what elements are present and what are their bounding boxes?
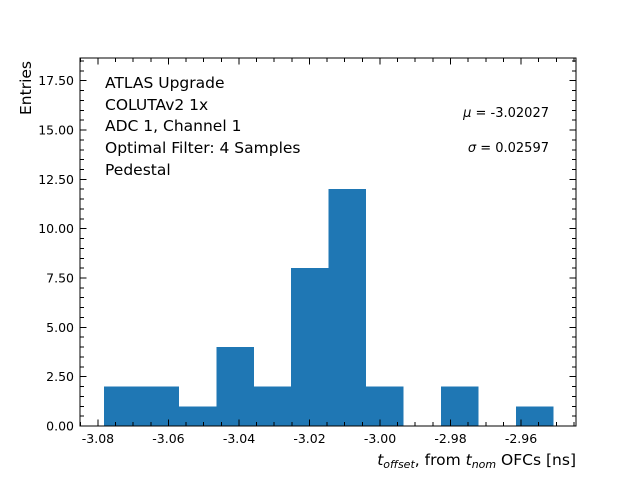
y-tick-label: 2.50: [46, 369, 74, 384]
histogram-bar: [178, 406, 217, 426]
info-line: Pedestal: [105, 160, 171, 179]
info-line: ADC 1, Channel 1: [105, 117, 242, 136]
axes-spines: [79, 57, 577, 427]
y-tick-label: 10.00: [38, 221, 74, 236]
histogram-bar: [141, 386, 179, 426]
x-tick-label: -3.04: [223, 431, 255, 446]
mu-value: = -3.02027: [471, 106, 549, 121]
annotation-block: ATLAS Upgrade COLUTAv2 1x ADC 1, Channel 1…: [105, 73, 301, 182]
histogram-bar: [253, 386, 292, 426]
xlabel-part: t: [465, 451, 472, 469]
x-tick-label: -2.96: [505, 431, 537, 446]
histogram-bar: [216, 347, 254, 426]
y-tick-label: 17.50: [38, 73, 74, 88]
info-line: COLUTAv2 1x: [105, 95, 209, 114]
sigma-stat: σ = 0.02597: [468, 141, 549, 156]
y-tick-label: 15.00: [38, 123, 74, 138]
histogram-bar: [515, 406, 554, 426]
x-tick-label: -3.06: [152, 431, 184, 446]
x-tick-label: -3.08: [82, 431, 114, 446]
info-line: ATLAS Upgrade: [105, 74, 225, 92]
mu-stat: μ = -3.02027: [463, 106, 549, 121]
histogram-bar: [103, 386, 142, 426]
histogram-bar: [328, 189, 367, 426]
y-tick-label: 7.50: [46, 271, 74, 286]
x-axis-title: toffset, from tnom OFCs [ns]: [377, 451, 576, 471]
sigma-symbol: σ: [467, 141, 477, 156]
x-tick-label: -2.98: [434, 431, 466, 446]
y-tick-label: 5.00: [46, 320, 74, 335]
y-tick-label: 0.00: [46, 419, 74, 434]
xlabel-part: nom: [471, 458, 497, 471]
info-line: Optimal Filter: 4 Samples: [105, 139, 301, 158]
histogram-bar: [366, 386, 404, 426]
xlabel-part: offset: [383, 458, 415, 471]
y-axis-title: Entries: [17, 61, 35, 115]
xlabel-part: OFCs [ns]: [496, 451, 576, 469]
histogram-bar: [441, 386, 479, 426]
sigma-value: = 0.02597: [476, 141, 549, 156]
histogram-bar: [291, 268, 329, 426]
x-tick-label: -3.00: [364, 431, 396, 446]
xlabel-part: , from: [414, 451, 466, 469]
xlabel-part: t: [377, 451, 384, 469]
y-tick-label: 12.50: [38, 172, 74, 187]
x-tick-label: -3.02: [293, 431, 325, 446]
mu-symbol: μ: [463, 106, 472, 121]
